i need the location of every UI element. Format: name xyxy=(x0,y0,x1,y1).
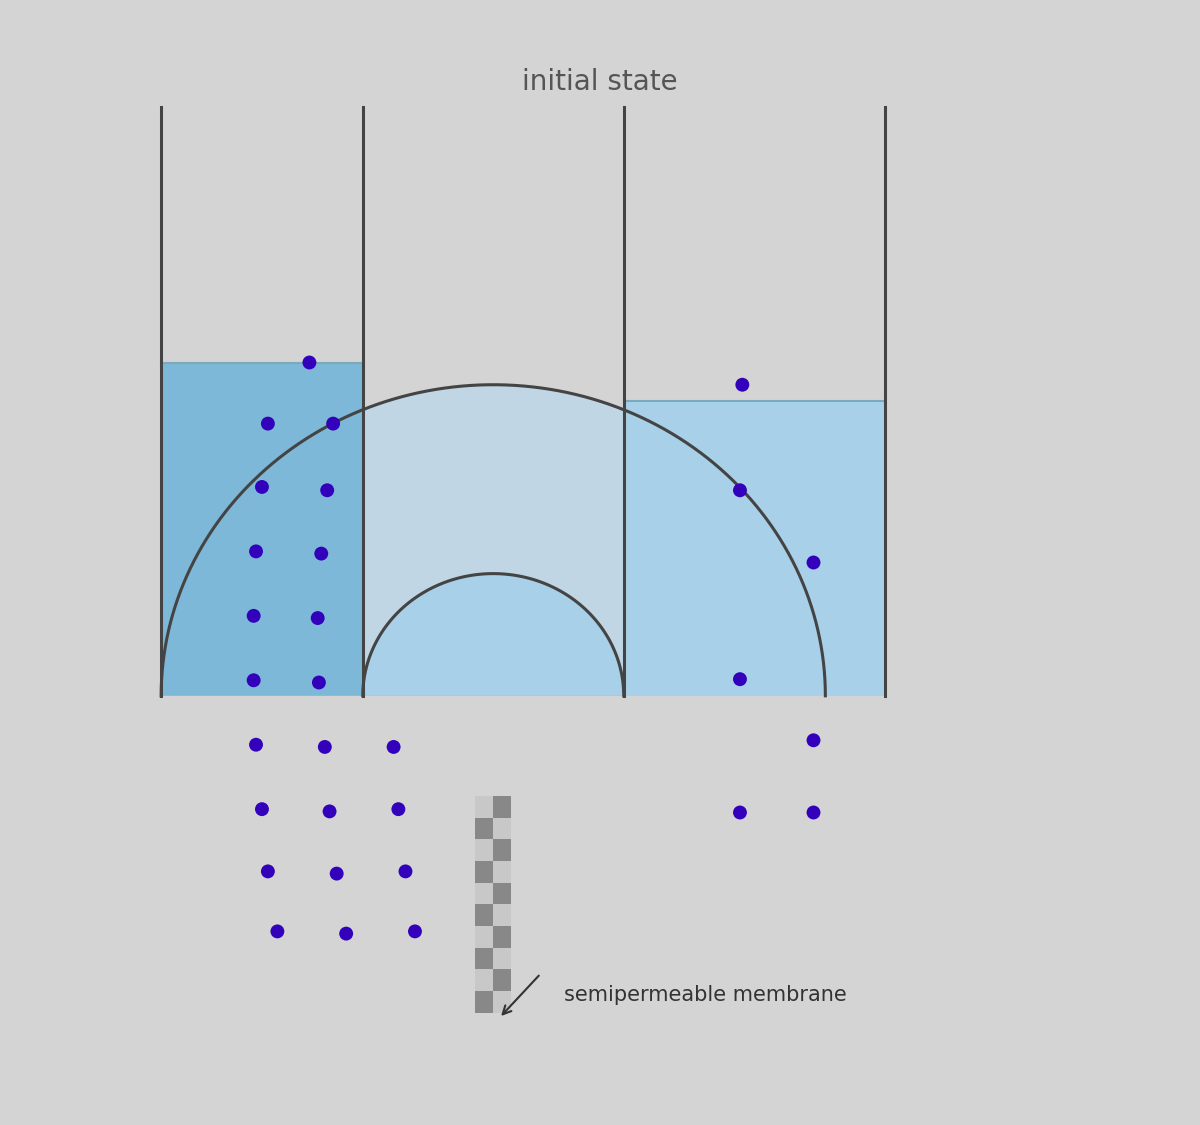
Point xyxy=(310,674,329,692)
Point xyxy=(731,482,750,500)
Bar xyxy=(493,861,511,882)
Point xyxy=(268,922,287,940)
Point xyxy=(336,925,355,943)
Bar xyxy=(475,904,493,926)
Bar xyxy=(493,904,511,926)
Point xyxy=(246,542,265,560)
Point xyxy=(252,800,271,818)
Point xyxy=(246,736,265,754)
Point xyxy=(312,544,331,562)
Bar xyxy=(493,947,511,969)
Text: semipermeable membrane: semipermeable membrane xyxy=(564,984,847,1005)
Bar xyxy=(493,818,511,839)
Polygon shape xyxy=(161,362,624,696)
Bar xyxy=(475,991,493,1012)
Bar xyxy=(475,882,493,904)
Point xyxy=(804,554,823,572)
Bar xyxy=(475,947,493,969)
Point xyxy=(258,415,277,433)
Bar xyxy=(493,926,511,947)
Bar xyxy=(475,969,493,991)
Bar xyxy=(493,969,511,991)
Point xyxy=(320,802,340,820)
Point xyxy=(804,731,823,749)
Point xyxy=(324,415,343,433)
Point xyxy=(731,670,750,688)
Bar xyxy=(475,795,493,818)
Point xyxy=(396,863,415,881)
Bar xyxy=(475,839,493,861)
Bar xyxy=(493,795,511,818)
Point xyxy=(244,672,263,690)
Point xyxy=(389,800,408,818)
Polygon shape xyxy=(161,385,826,696)
Point xyxy=(328,865,347,883)
Point xyxy=(804,803,823,821)
Bar xyxy=(493,991,511,1012)
Point xyxy=(731,803,750,821)
Bar xyxy=(493,882,511,904)
Point xyxy=(733,376,752,394)
Point xyxy=(252,478,271,496)
Point xyxy=(384,738,403,756)
Bar xyxy=(475,926,493,947)
Polygon shape xyxy=(362,402,884,696)
Bar xyxy=(475,861,493,882)
Point xyxy=(300,353,319,371)
Text: initial state: initial state xyxy=(522,68,678,96)
Bar xyxy=(475,818,493,839)
Point xyxy=(318,482,337,500)
Point xyxy=(316,738,335,756)
Point xyxy=(258,863,277,881)
Point xyxy=(308,609,328,627)
Point xyxy=(406,922,425,940)
Point xyxy=(244,606,263,624)
Bar xyxy=(493,839,511,861)
